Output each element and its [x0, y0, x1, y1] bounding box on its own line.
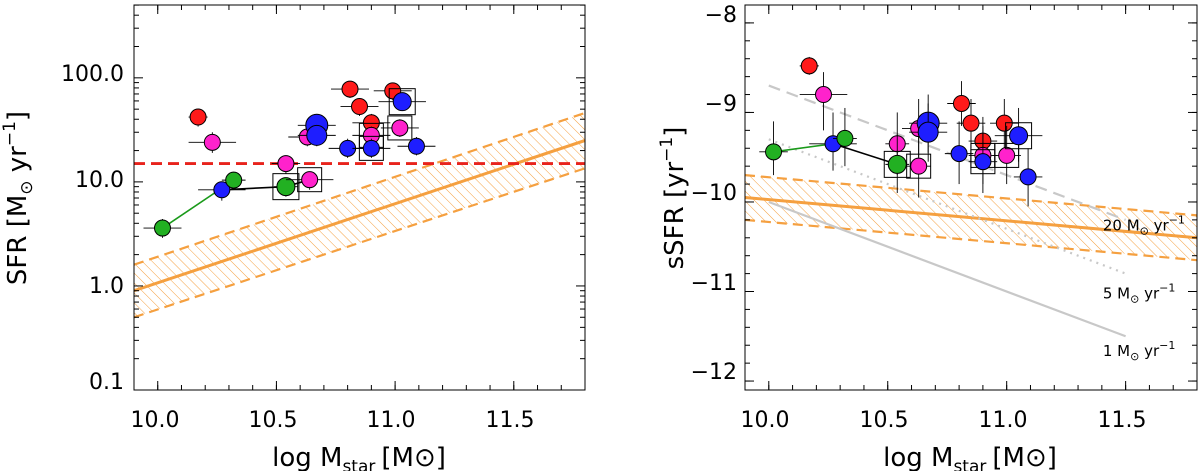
constant-sfr-1-label: 1 M⊙ yr−1 — [1103, 339, 1176, 363]
right-data-point — [887, 154, 907, 174]
left-x-tick-label: 11.5 — [486, 408, 535, 433]
right-data-point — [800, 57, 818, 75]
right-x-axis-label: log Mstar [M⊙] — [883, 443, 1057, 471]
right-data-point — [952, 94, 970, 112]
right-annotations: 20 M⊙ yr−1 5 M⊙ yr−1 1 M⊙ yr−1 — [1103, 214, 1185, 363]
left-data-point — [351, 98, 368, 116]
right-y-axis-label: sSFR [yr−1] — [657, 127, 690, 270]
right-data-points — [759, 56, 1043, 207]
right-y-tick-label: −9 — [705, 92, 737, 117]
right-ms-center-line — [745, 196, 1197, 240]
left-x-tick-label: 10.0 — [131, 408, 180, 433]
left-x-tick-label: 11.0 — [367, 408, 416, 433]
right-y-tick-label: −8 — [705, 3, 737, 28]
left-y-tick-label: 0.1 — [89, 370, 124, 395]
left-data-point — [341, 80, 359, 98]
left-data-point — [362, 139, 380, 157]
left-data-point — [276, 177, 296, 197]
left-data-point — [391, 119, 409, 137]
right-x-tick-label: 11.0 — [979, 408, 1028, 433]
right-x-tick-label: 10.0 — [741, 408, 790, 433]
left-data-points — [143, 80, 436, 238]
left-data-point — [213, 181, 231, 199]
left-x-axis-label: log Mstar [M⊙] — [272, 443, 446, 471]
left-connector-line — [221, 185, 286, 191]
right-panel: 10.0 10.5 11.0 11.5 −8 −9 −10 −11 −12 lo… — [657, 3, 1198, 471]
right-data-point — [815, 86, 833, 104]
right-ms-upper-line — [745, 174, 1197, 217]
right-y-tick-label: −12 — [691, 360, 737, 385]
right-y-tick-label: −10 — [691, 181, 737, 206]
right-data-point — [917, 121, 939, 143]
right-data-point — [765, 143, 783, 161]
right-data-point — [1009, 126, 1029, 146]
left-data-point — [225, 171, 243, 189]
right-x-tick-label: 10.5 — [860, 408, 909, 433]
right-data-point — [1019, 168, 1037, 186]
left-square-marker — [388, 88, 416, 116]
left-panel: 10.0 10.5 11.0 11.5 0.1 1.0 10.0 100.0 l… — [0, 4, 586, 471]
left-x-tick-label: 10.5 — [249, 408, 298, 433]
right-plot-frame — [744, 4, 1198, 391]
right-x-tick-label: 11.5 — [1098, 408, 1147, 433]
constant-sfr-20-line — [768, 84, 1127, 221]
constant-sfr-5-line — [768, 138, 1127, 275]
left-axis-ticks — [134, 4, 586, 391]
right-data-point — [998, 146, 1016, 164]
right-main-sequence-band — [745, 174, 1197, 262]
left-y-tick-label: 1.0 — [89, 274, 124, 299]
left-data-point — [203, 133, 221, 151]
left-data-point — [392, 92, 412, 112]
left-y-tick-label: 100.0 — [61, 62, 124, 87]
left-square-marker — [358, 135, 384, 161]
left-square-marker — [297, 167, 323, 193]
left-data-point — [301, 171, 319, 189]
left-data-point — [189, 108, 207, 126]
left-data-point — [407, 137, 425, 155]
left-square-marker — [272, 173, 300, 201]
left-square-marker — [387, 115, 413, 141]
constant-sfr-1-line — [768, 200, 1127, 338]
left-y-axis-label: SFR [M⊙ yr−1] — [0, 111, 37, 285]
left-main-sequence-band — [134, 111, 585, 319]
right-axis-ticks — [745, 4, 1198, 390]
right-ms-lower-line — [745, 218, 1197, 262]
right-connector-line — [832, 143, 898, 166]
right-data-point — [962, 114, 980, 132]
right-data-point — [974, 153, 992, 171]
left-plot-frame — [133, 4, 586, 391]
constant-sfr-20-label: 20 M⊙ yr−1 — [1103, 214, 1185, 238]
right-square-marker — [1005, 122, 1033, 150]
constant-sfr-5-label: 5 M⊙ yr−1 — [1103, 282, 1176, 306]
left-data-point — [306, 124, 328, 146]
left-data-point — [153, 219, 171, 237]
right-y-tick-label: −11 — [691, 271, 737, 296]
right-reference-lines — [768, 84, 1127, 338]
left-data-point — [277, 155, 295, 173]
right-data-point — [910, 157, 928, 175]
left-y-tick-label: 10.0 — [75, 168, 124, 193]
right-data-point — [950, 145, 968, 163]
right-data-point — [836, 129, 854, 147]
right-square-marker — [883, 150, 911, 178]
left-ms-center-line — [134, 139, 585, 293]
